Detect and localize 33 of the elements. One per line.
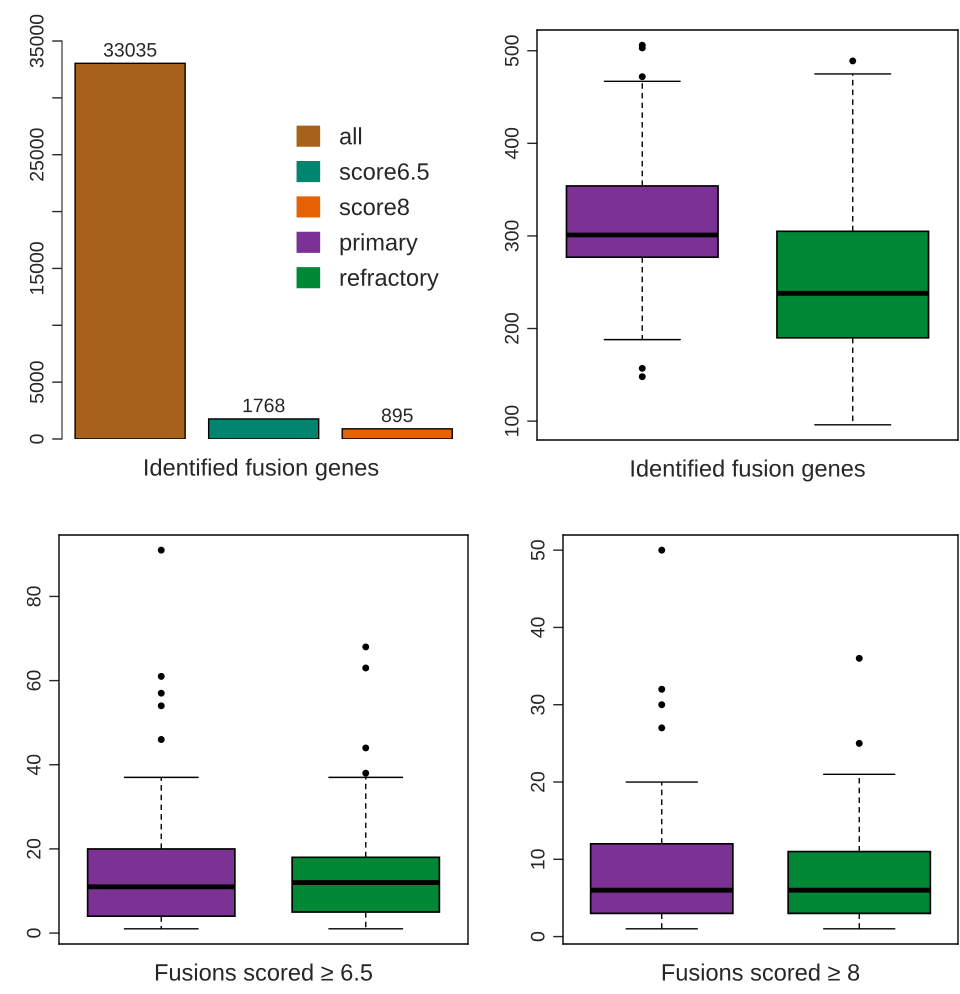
x-axis-title: Identified fusion genes [632,459,865,482]
legend-label: refractory [340,268,439,291]
y-tick-label: 100 [504,406,519,436]
legend-label: score6.5 [340,163,429,180]
y-tick-label: 80 [26,586,41,606]
y-tick-label: 20 [26,838,41,859]
y-tick-label: 30 [530,694,545,715]
y-tick-label: 15000 [30,242,44,294]
y-tick-label: 0 [30,434,44,444]
legend-label: score8 [340,198,409,216]
x-axis-title: Fusions scored ≥ 6.5 [156,963,372,981]
y-tick-label: 300 [504,220,519,252]
y-tick-label: 400 [504,128,519,160]
y-tick-label: 0 [26,928,41,938]
y-tick-label: 40 [530,617,545,638]
y-tick-label: 0 [530,932,545,942]
y-tick-label: 200 [504,313,519,344]
y-tick-label: 40 [26,754,41,776]
legend-label: all [340,127,362,145]
data-label: 895 [382,408,413,422]
y-tick-label: 25000 [30,128,44,181]
y-tick-label: 60 [26,670,41,690]
data-label: 33035 [104,42,156,57]
y-tick-label: 35000 [30,14,44,68]
x-axis-title: Fusions scored ≥ 8 [662,963,860,981]
data-label: 1768 [244,398,284,412]
y-tick-label: 20 [530,772,545,792]
y-tick-label: 50 [530,540,545,560]
y-tick-label: 10 [530,849,545,869]
x-axis-title: Identified fusion genes [145,458,378,480]
y-tick-label: 500 [504,35,519,66]
legend-label: primary [340,233,418,256]
y-tick-label: 5000 [30,361,44,403]
